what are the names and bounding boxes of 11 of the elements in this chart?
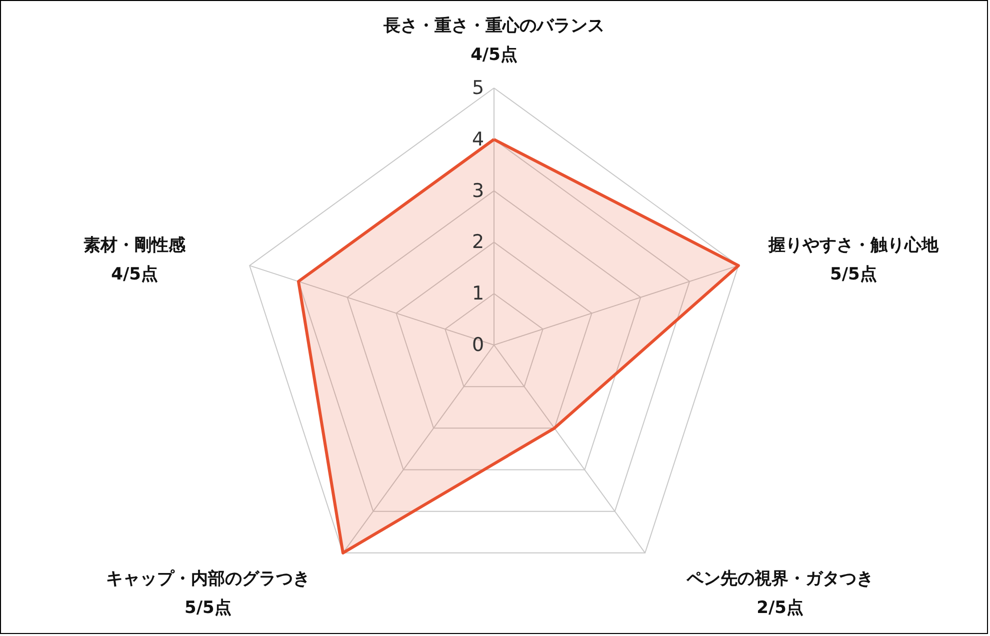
spoke-label: 長さ・重さ・重心のバランス 4/5点 xyxy=(382,16,604,65)
spoke-label: 握りやすさ・触り心地 5/5点 xyxy=(767,236,940,285)
y-tick-label: 5 xyxy=(472,77,484,99)
spoke-label: ペン先の視界・ガタつき 2/5点 xyxy=(686,568,874,618)
y-tick-label: 3 xyxy=(472,180,484,202)
y-tick-label: 0 xyxy=(472,334,484,356)
y-tick-label: 2 xyxy=(472,231,484,254)
spoke-label: キャップ・内部のグラつき 5/5点 xyxy=(106,568,310,618)
y-tick-label: 4 xyxy=(472,128,484,150)
y-tick-label: 1 xyxy=(472,282,484,305)
spoke-label: 素材・剛性感 4/5点 xyxy=(84,236,187,285)
